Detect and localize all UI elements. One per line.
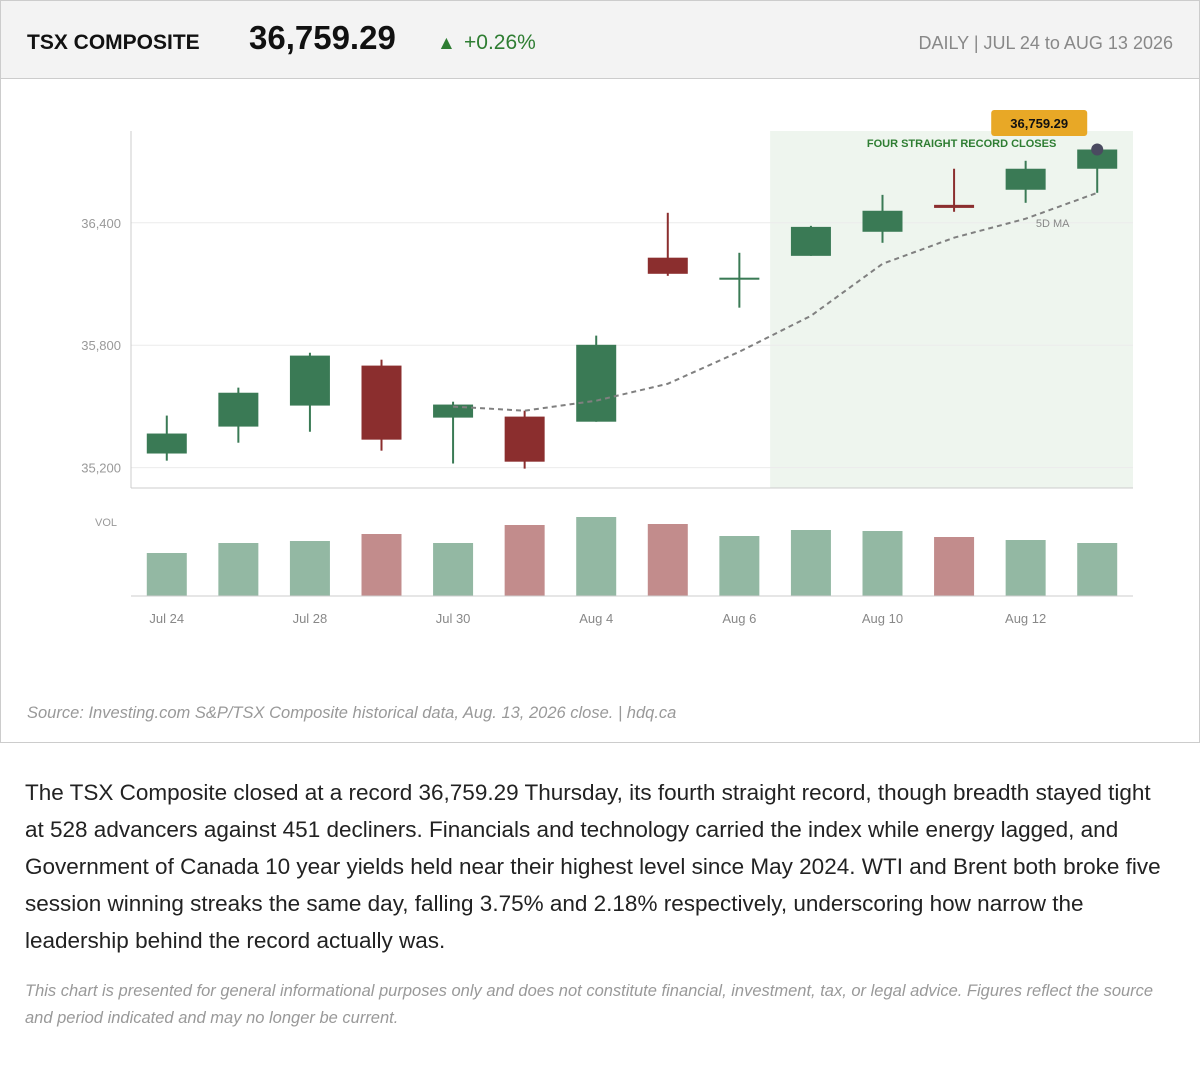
volume-bar (146, 553, 187, 596)
up-arrow: ▲ (437, 33, 456, 54)
disclaimer: This chart is presented for general info… (25, 982, 1154, 1027)
highlight-region (770, 131, 1133, 488)
candle-body (289, 355, 330, 406)
callout-dot (1091, 143, 1104, 156)
candle-body (504, 416, 545, 462)
candle-body (361, 365, 402, 440)
x-tick-label: Jul 24 (149, 611, 184, 626)
x-tick-label: Aug 4 (579, 611, 613, 626)
volume-label: VOL (95, 517, 117, 529)
source: Source: Investing.com S&P/TSX Composite … (27, 704, 676, 722)
volume-bar (504, 525, 545, 596)
volume-bar (361, 534, 402, 596)
period: DAILY (918, 33, 969, 53)
x-tick-label: Aug 12 (1005, 611, 1046, 626)
candle-body (1005, 168, 1046, 190)
ma-label: 5D MA (1036, 218, 1070, 230)
header-bar (0, 0, 1200, 79)
callout-label: 36,759.29 (1010, 116, 1068, 131)
header-price: 36,759.29 (249, 19, 396, 56)
y-tick-label: 36,400 (81, 216, 121, 231)
y-tick-label: 35,800 (81, 338, 121, 353)
volume-bar (1077, 543, 1118, 596)
moving-average (453, 191, 1098, 412)
x-tick-label: Aug 6 (722, 611, 756, 626)
volume-bar (218, 543, 259, 596)
header-change: +0.26% (464, 31, 536, 54)
candle-body (218, 392, 259, 427)
candle-body (719, 277, 760, 280)
volume-bar (289, 541, 330, 596)
candle-body (647, 257, 688, 274)
volume-bar (934, 537, 975, 596)
candle-body (934, 204, 975, 208)
x-tick-label: Aug 10 (862, 611, 903, 626)
volume-bar (647, 524, 688, 596)
body-text: The TSX Composite closed at a record 36,… (25, 780, 1161, 953)
x-tick-label: Jul 28 (293, 611, 328, 626)
candle-body (790, 226, 831, 256)
candle-body (1077, 149, 1118, 169)
volume-bar (433, 543, 474, 596)
volume-bar (862, 531, 903, 596)
separator: | (969, 33, 984, 53)
volume-bar (719, 536, 760, 596)
header-period: DAILY | JUL 24 to AUG 13 2026 (918, 33, 1173, 53)
callout-box (991, 110, 1088, 136)
chart-card: TSX COMPOSITE 36,759.29 ▲ +0.26% DAILY |… (0, 0, 1200, 743)
volume-bar (576, 517, 617, 596)
candle-body (862, 210, 903, 232)
highlight-text: FOUR STRAIGHT RECORD CLOSES (867, 138, 1056, 150)
header-title: TSX COMPOSITE (27, 31, 200, 54)
candle-body (576, 344, 617, 422)
candle-body (146, 433, 187, 454)
x-tick-label: Jul 30 (436, 611, 471, 626)
range: JUL 24 to AUG 13 2026 (984, 33, 1173, 53)
volume-bar (1005, 540, 1046, 596)
volume-bar (790, 530, 831, 596)
y-tick-label: 35,200 (81, 461, 121, 476)
